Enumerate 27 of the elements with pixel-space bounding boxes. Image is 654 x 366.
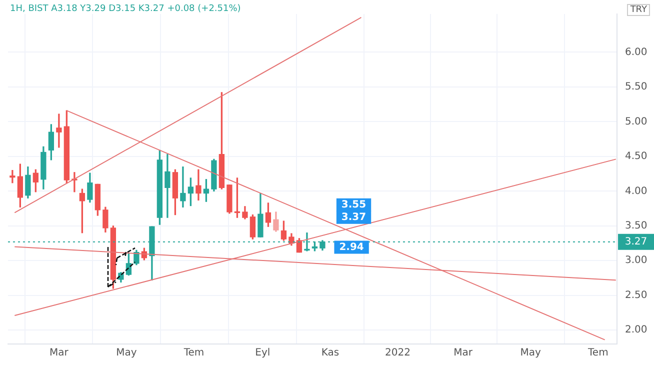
candlestick (10, 170, 16, 184)
x-tick-label: Eyl (255, 348, 270, 359)
annotation: 3.55 (341, 200, 366, 211)
y-tick-label: 3.50 (625, 220, 648, 232)
x-tick-label: May (520, 348, 542, 359)
x-tick-label: Kas (321, 348, 340, 359)
y-tick-label: 5.50 (625, 82, 648, 93)
y-tick-label: 6.00 (625, 46, 648, 58)
x-tick-label: May (116, 348, 137, 359)
candlestick (180, 166, 186, 208)
x-tick-label: 2022 (385, 348, 410, 359)
x-tick-label: Tem (587, 348, 608, 359)
y-tick-label: 3.00 (625, 255, 648, 266)
y-tick-label: 5.00 (625, 116, 648, 128)
annotation: 3.37 (341, 212, 366, 224)
text: TRY (627, 4, 650, 16)
annotation: 2.94 (339, 242, 364, 253)
x-tick-label: Mar (454, 348, 474, 359)
chart-title: 1H, BIST A3.18 Y3.29 D3.15 K3.27 +0.08 (+2.51%) (10, 4, 241, 14)
y-tick-label: 4.00 (625, 186, 648, 197)
candlestick (56, 114, 62, 148)
x-tick-label: Mar (49, 348, 70, 359)
y-tick-label: 4.50 (625, 151, 648, 162)
y-tick-label: 2.00 (625, 324, 648, 336)
y-tick-label: 2.50 (625, 290, 648, 301)
ref-line-label: 3.27 (624, 236, 648, 248)
x-tick-label: Tem (182, 348, 204, 359)
